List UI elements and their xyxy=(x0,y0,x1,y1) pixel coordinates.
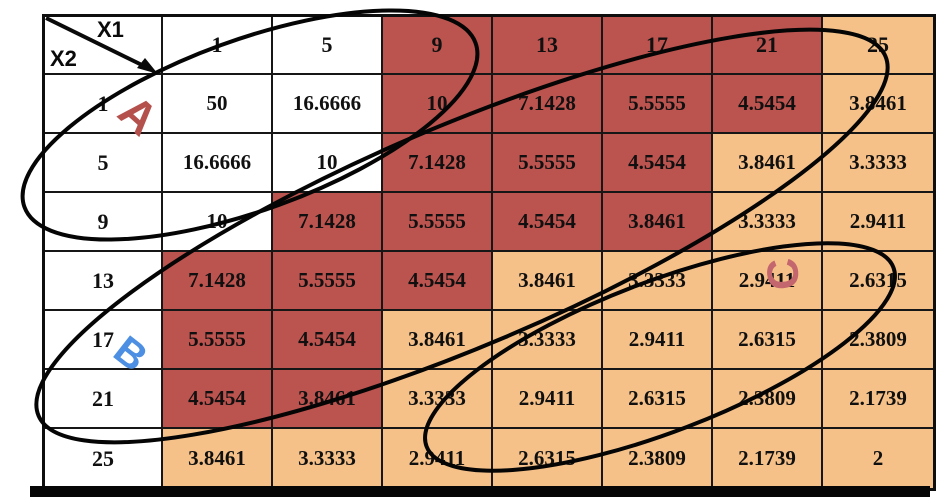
table-cell-x1-17-x2-21: 2.6315 xyxy=(603,370,713,429)
table-cell-x1-21-x2-13: 2.9411 xyxy=(713,252,823,311)
table-cell-x1-1-x2-25: 3.8461 xyxy=(163,429,273,488)
col-header-21: 21 xyxy=(713,17,823,75)
table-cell-x1-5-x2-9: 7.1428 xyxy=(273,193,383,252)
table-cell-x1-13-x2-5: 5.5555 xyxy=(493,134,603,193)
table-cell-x1-25-x2-9: 2.9411 xyxy=(823,193,933,252)
table-cell-x1-25-x2-1: 3.8461 xyxy=(823,75,933,134)
table-cell-x1-25-x2-25: 2 xyxy=(823,429,933,488)
table-cell-x1-25-x2-17: 2.3809 xyxy=(823,311,933,370)
table-cell-x1-13-x2-1: 7.1428 xyxy=(493,75,603,134)
row-header-13: 13 xyxy=(45,252,163,311)
table-cell-x1-25-x2-21: 2.1739 xyxy=(823,370,933,429)
table-cell-x1-9-x2-21: 3.3333 xyxy=(383,370,493,429)
col-header-25: 25 xyxy=(823,17,933,75)
table-cell-x1-5-x2-21: 3.8461 xyxy=(273,370,383,429)
table-cell-x1-25-x2-13: 2.6315 xyxy=(823,252,933,311)
col-header-17: 17 xyxy=(603,17,713,75)
table-cell-x1-5-x2-1: 16.6666 xyxy=(273,75,383,134)
table-cell-x1-21-x2-21: 2.3809 xyxy=(713,370,823,429)
col-header-13: 13 xyxy=(493,17,603,75)
col-header-9: 9 xyxy=(383,17,493,75)
row-header-9: 9 xyxy=(45,193,163,252)
table-cell-x1-17-x2-13: 3.3333 xyxy=(603,252,713,311)
row-header-21: 21 xyxy=(45,370,163,429)
table-cell-x1-13-x2-21: 2.9411 xyxy=(493,370,603,429)
row-header-5: 5 xyxy=(45,134,163,193)
row-header-1: 1 xyxy=(45,75,163,134)
table-cell-x1-17-x2-25: 2.3809 xyxy=(603,429,713,488)
table-cell-x1-21-x2-5: 3.8461 xyxy=(713,134,823,193)
table-cell-x1-17-x2-9: 3.8461 xyxy=(603,193,713,252)
table-cell-x1-5-x2-13: 5.5555 xyxy=(273,252,383,311)
matrix-table: X1 X2 1 5 9 13 17 21 25 1 50 16.6666 10 7.1428 5.555… xyxy=(42,14,936,491)
table-cell-x1-5-x2-17: 4.5454 xyxy=(273,311,383,370)
table-cell-x1-9-x2-13: 4.5454 xyxy=(383,252,493,311)
table-bottom-shadow xyxy=(30,486,930,497)
table-cell-x1-21-x2-17: 2.6315 xyxy=(713,311,823,370)
table-cell-x1-5-x2-5: 10 xyxy=(273,134,383,193)
table-cell-x1-1-x2-5: 16.6666 xyxy=(163,134,273,193)
col-header-5: 5 xyxy=(273,17,383,75)
table-cell-x1-25-x2-5: 3.3333 xyxy=(823,134,933,193)
corner-cell: X1 X2 xyxy=(45,17,163,75)
table-cell-x1-9-x2-17: 3.8461 xyxy=(383,311,493,370)
table-cell-x1-21-x2-25: 2.1739 xyxy=(713,429,823,488)
table-cell-x1-9-x2-9: 5.5555 xyxy=(383,193,493,252)
table-cell-x1-1-x2-21: 4.5454 xyxy=(163,370,273,429)
x2-axis-label: X2 xyxy=(50,46,77,71)
row-header-17: 17 xyxy=(45,311,163,370)
table-cell-x1-1-x2-13: 7.1428 xyxy=(163,252,273,311)
table-cell-x1-13-x2-9: 4.5454 xyxy=(493,193,603,252)
x1-axis-label: X1 xyxy=(97,17,124,42)
table-cell-x1-5-x2-25: 3.3333 xyxy=(273,429,383,488)
table-cell-x1-13-x2-13: 3.8461 xyxy=(493,252,603,311)
table-cell-x1-17-x2-1: 5.5555 xyxy=(603,75,713,134)
table-cell-x1-21-x2-1: 4.5454 xyxy=(713,75,823,134)
table-cell-x1-17-x2-17: 2.9411 xyxy=(603,311,713,370)
table-cell-x1-9-x2-1: 10 xyxy=(383,75,493,134)
table-cell-x1-9-x2-5: 7.1428 xyxy=(383,134,493,193)
row-header-25: 25 xyxy=(45,429,163,488)
table-cell-x1-1-x2-17: 5.5555 xyxy=(163,311,273,370)
table-cell-x1-1-x2-1: 50 xyxy=(163,75,273,134)
table-cell-x1-13-x2-25: 2.6315 xyxy=(493,429,603,488)
table-cell-x1-13-x2-17: 3.3333 xyxy=(493,311,603,370)
table-cell-x1-17-x2-5: 4.5454 xyxy=(603,134,713,193)
col-header-1: 1 xyxy=(163,17,273,75)
table-cell-x1-1-x2-9: 10 xyxy=(163,193,273,252)
table-cell-x1-21-x2-9: 3.3333 xyxy=(713,193,823,252)
table-cell-x1-9-x2-25: 2.9411 xyxy=(383,429,493,488)
